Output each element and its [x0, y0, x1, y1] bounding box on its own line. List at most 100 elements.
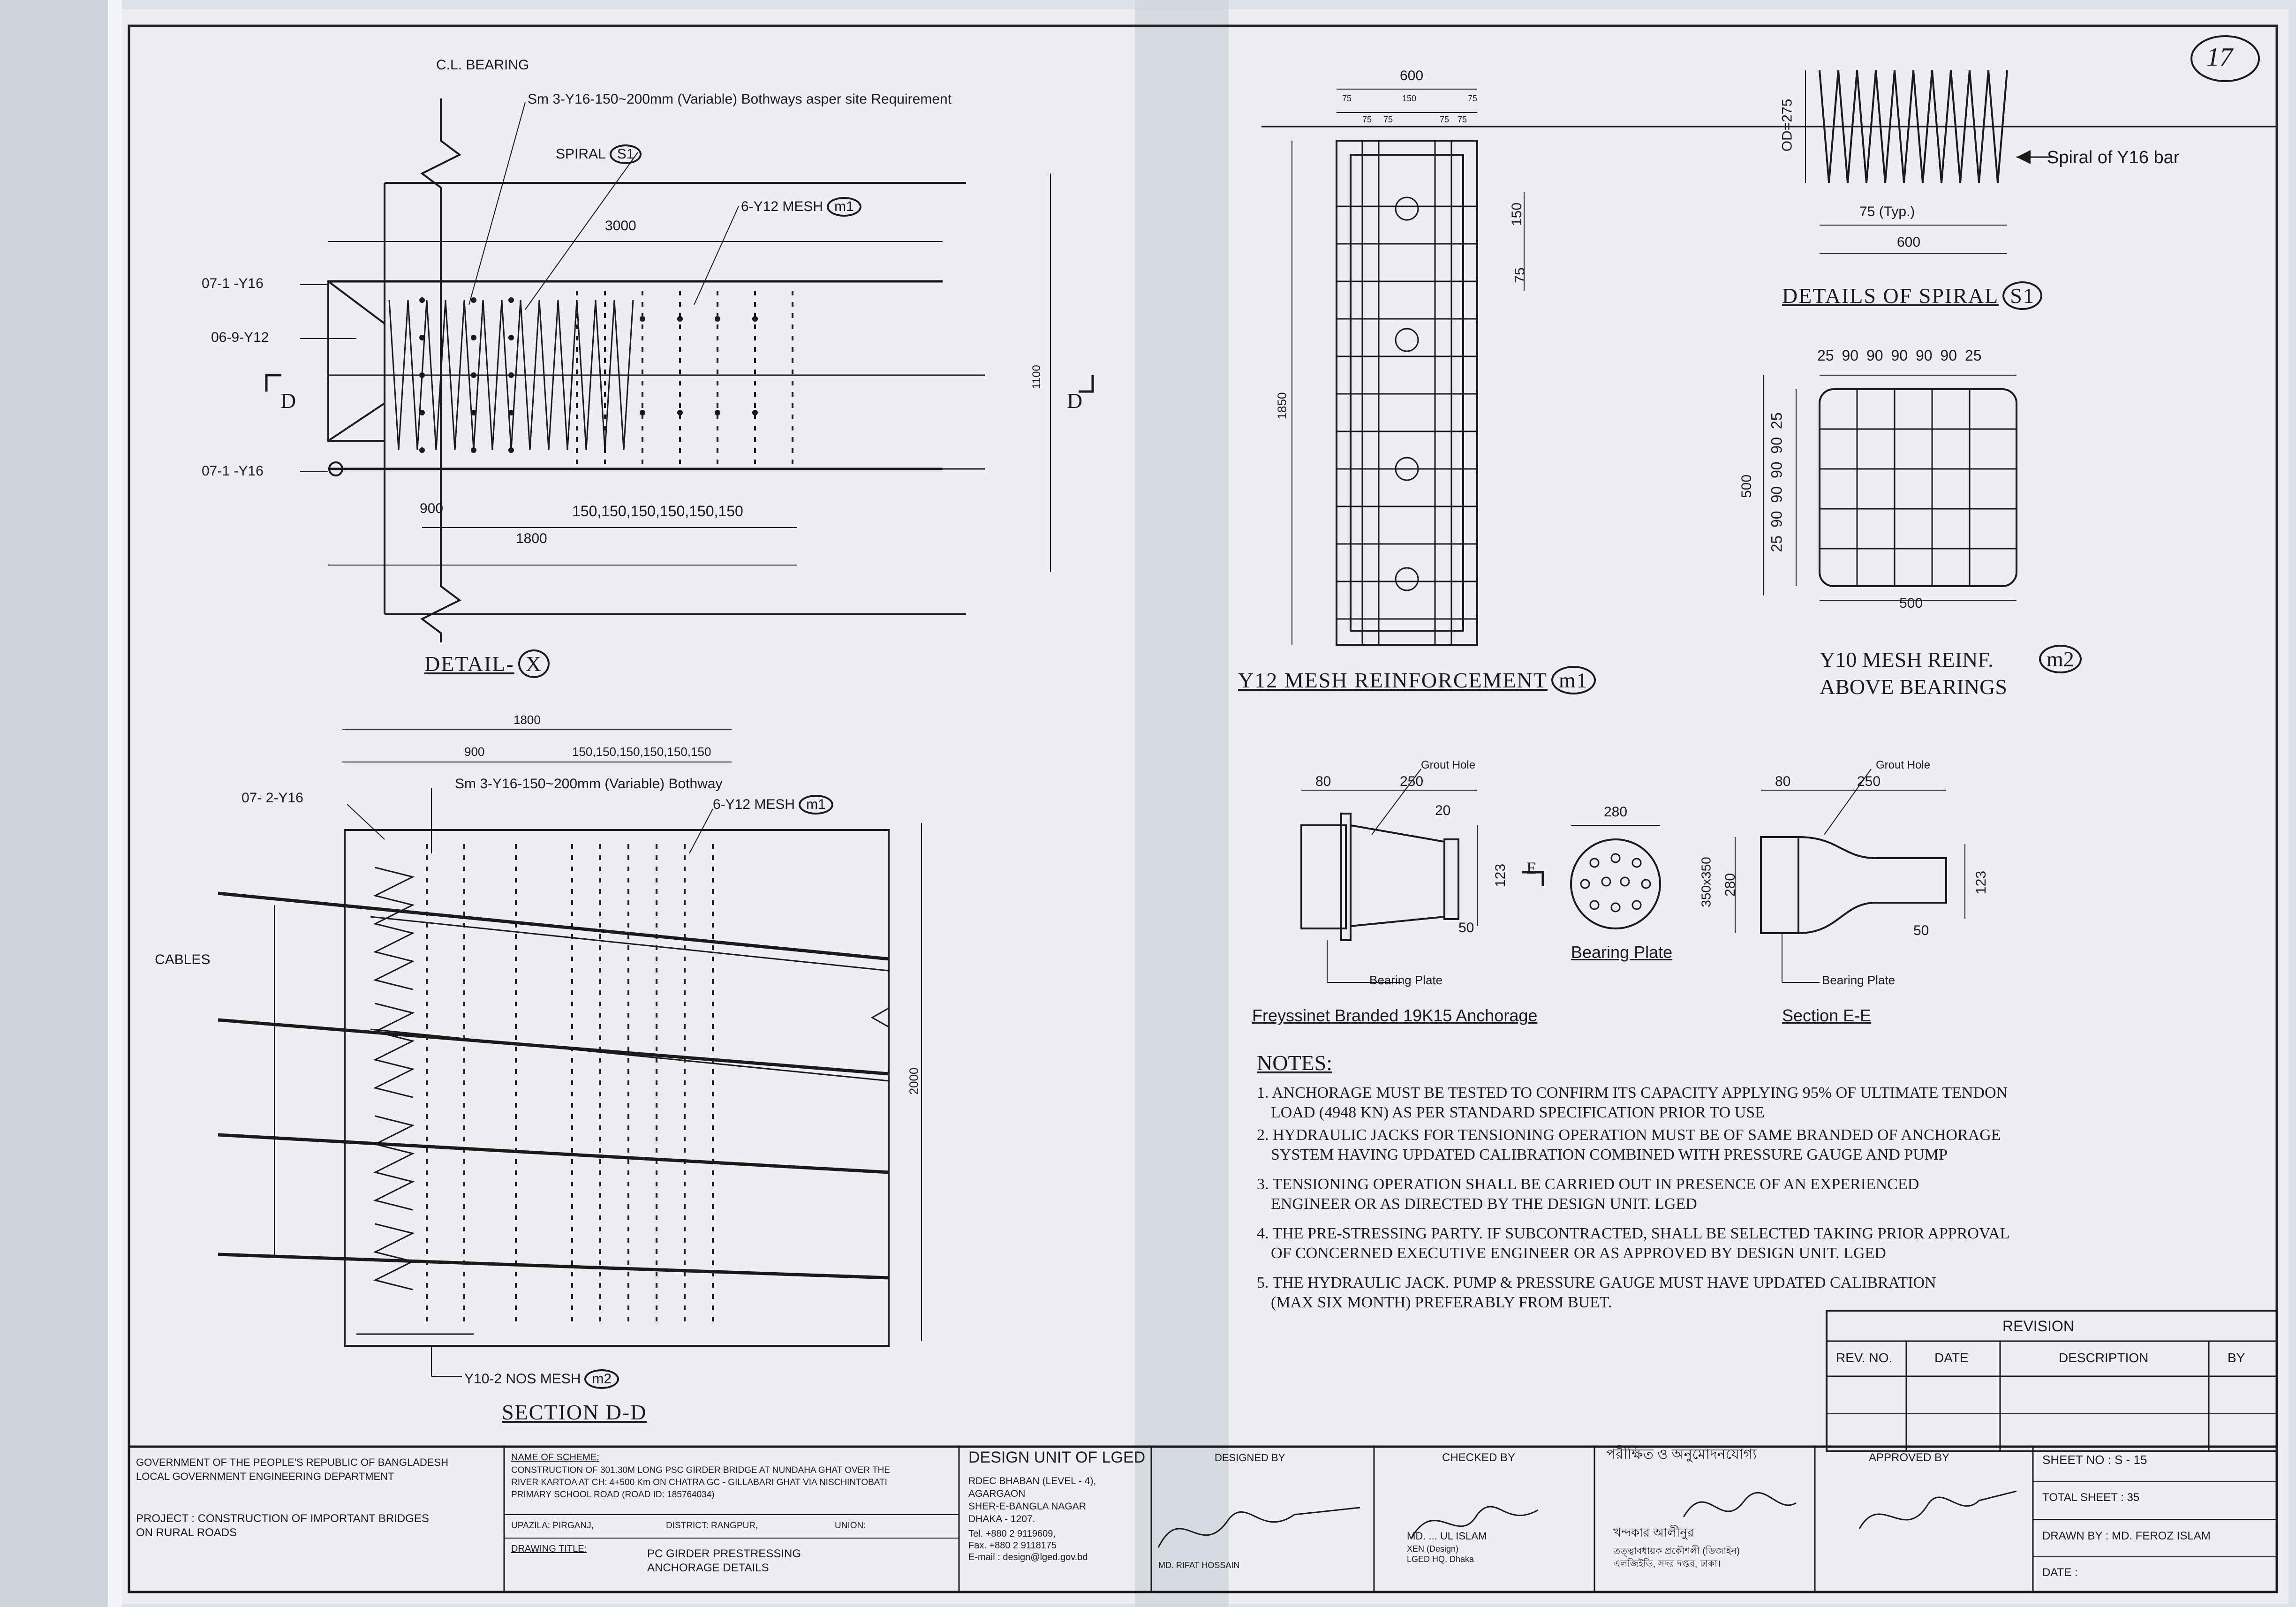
m1-dim-600: 600 [1400, 68, 1424, 83]
revision-title: REVISION [2002, 1318, 2074, 1335]
tb-checked-by: CHECKED BY [1442, 1451, 1516, 1464]
note-line-8: OF CONCERNED EXECUTIVE ENGINEER OR AS AP… [1271, 1245, 1886, 1262]
m1-dim-75d: 75 [1383, 115, 1393, 124]
label-mesh-text: 6-Y12 MESH [741, 199, 823, 214]
revision-col-by: BY [2228, 1350, 2245, 1365]
anchorage-bearing-plate-label: Bearing Plate [1369, 973, 1443, 987]
dd-dim-2000: 2000 [906, 1067, 921, 1095]
dd-label-y10-text: Y10-2 NOS MESH [464, 1371, 581, 1387]
m2-dim-top: 25 90 90 90 90 90 25 [1817, 347, 1982, 364]
section-ee-title: Section E-E [1782, 1006, 1872, 1025]
tb-checked-sub2: LGED HQ, Dhaka [1407, 1554, 1474, 1564]
tb-tel: Tel. +880 2 9119609, [968, 1529, 1056, 1539]
note-line-4: SYSTEM HAVING UPDATED CALIBRATION COMBIN… [1271, 1146, 1948, 1163]
dd-y10-tag: m2 [584, 1369, 619, 1389]
tb-designed-by: DESIGNED BY [1215, 1452, 1285, 1464]
ee-dim-250: 250 [1857, 774, 1881, 789]
ee-dim-123: 123 [1973, 870, 1989, 895]
tb-verified-name-bn: খন্দকার আলীনুর [1613, 1525, 1694, 1539]
spiral-tag: S1 [609, 144, 642, 164]
revision-col-rev: REV. NO. [1836, 1350, 1893, 1365]
revision-col-date: DATE [1934, 1350, 1969, 1365]
tb-union: UNION: [835, 1521, 866, 1531]
tb-drawing-title-line2: ANCHORAGE DETAILS [647, 1562, 769, 1574]
dd-dim-900: 900 [464, 745, 485, 759]
m1-dim-75c: 75 [1362, 115, 1372, 124]
m2-tag-circle: m2 [2039, 645, 2082, 673]
tb-project-line1: PROJECT : CONSTRUCTION OF IMPORTANT BRID… [136, 1512, 429, 1525]
dd-dim-150-series: 150,150,150,150,150,150 [572, 745, 711, 759]
dim-900: 900 [420, 501, 444, 516]
bar-07-top: 07-1 -Y16 [202, 276, 264, 291]
tb-email: E-mail : design@lged.gov.bd [968, 1552, 1088, 1562]
note-line-1: 1. ANCHORAGE MUST BE TESTED TO CONFIRM I… [1257, 1084, 2008, 1102]
tb-scheme-head: NAME OF SCHEME: [511, 1452, 599, 1463]
spiral-dim-75typ: 75 (Typ.) [1859, 204, 1915, 219]
tb-fax: Fax. +880 2 9118175 [968, 1540, 1057, 1551]
dd-label-y10: Y10-2 NOS MESH m2 [464, 1369, 619, 1389]
ee-dim-50: 50 [1913, 923, 1929, 938]
tb-verified-sub2-bn: এলজিইডি, সদর দপ্তর, ঢাকা। [1613, 1559, 1721, 1569]
anchorage-dim-20: 20 [1435, 803, 1451, 818]
detail-x-title: DETAIL- X [424, 649, 550, 678]
m1-dim-150: 150 [1402, 94, 1417, 103]
dd-label-mesh-text: 6-Y12 MESH [713, 797, 795, 812]
ee-dim-280: 280 [1722, 873, 1738, 897]
tb-upazila: UPAZILA: PIRGANJ, [511, 1521, 594, 1531]
section-mark-right: D [1067, 389, 1083, 413]
mesh-m1-title-text: Y12 MESH REINFORCEMENT [1238, 668, 1548, 692]
anchorage-section-mark: E [1526, 859, 1537, 877]
ee-grout-hole: Grout Hole [1876, 759, 1931, 771]
m2-title-line2: ABOVE BEARINGS [1820, 675, 2007, 699]
tb-address-line2: AGARGAON [968, 1488, 1026, 1499]
revision-col-desc: DESCRIPTION [2059, 1350, 2149, 1365]
tb-gov-line1: GOVERNMENT OF THE PEOPLE'S REPUBLIC OF B… [136, 1456, 448, 1468]
tb-drawn-by: DRAWN BY : MD. FEROZ ISLAM [2042, 1530, 2211, 1542]
dd-label-mesh: 6-Y12 MESH m1 [713, 795, 833, 815]
tb-address-line3: SHER-E-BANGLA NAGAR [968, 1501, 1086, 1512]
spiral-od: OD=275 [1779, 98, 1795, 152]
m2-title-line1: Y10 MESH REINF. [1820, 648, 1994, 671]
label-sm-bothways: Sm 3-Y16-150~200mm (Variable) Bothways a… [528, 91, 952, 107]
m1-dim-150v: 150 [1509, 202, 1525, 226]
note-line-6: ENGINEER OR AS DIRECTED BY THE DESIGN UN… [1271, 1195, 1697, 1213]
tb-scheme-line3: PRIMARY SCHOOL ROAD (ROAD ID: 185764034) [511, 1490, 715, 1500]
note-line-3: 2. HYDRAULIC JACKS FOR TENSIONING OPERAT… [1257, 1126, 2001, 1144]
tb-verified-sub1-bn: তত্ত্বাবধায়ক প্রকৌশলী (ডিজাইন) [1613, 1546, 1740, 1556]
dim-150-series: 150,150,150,150,150,150 [572, 503, 743, 520]
bar-06: 06-9-Y12 [211, 330, 269, 345]
tb-drawing-title-head: DRAWING TITLE: [511, 1544, 587, 1554]
label-spiral: SPIRAL S1 [556, 144, 642, 164]
tb-address-line1: RDEC BHABAN (LEVEL - 4), [968, 1476, 1096, 1486]
m2-tag: m2 [2035, 645, 2082, 673]
spiral-tag-s1: S1 [2002, 281, 2042, 310]
tb-date: DATE : [2042, 1566, 2078, 1579]
dd-label-sm: Sm 3-Y16-150~200mm (Variable) Bothway [455, 776, 723, 792]
tb-sheet-no: SHEET NO : S - 15 [2042, 1453, 2147, 1467]
tb-district: DISTRICT: RANGPUR, [666, 1521, 758, 1531]
m1-dim-75e: 75 [1440, 115, 1450, 124]
m1-dim-1850: 1850 [1275, 392, 1289, 420]
anchorage-dim-250: 250 [1400, 774, 1424, 789]
notes-title: NOTES: [1257, 1051, 1332, 1075]
bearing-plate-dim-280: 280 [1604, 804, 1628, 820]
tb-designed-name: MD. RIFAT HOSSAIN [1158, 1561, 1240, 1570]
tb-project-line2: ON RURAL ROADS [136, 1526, 237, 1539]
anchorage-title: Freyssinet Branded 19K15 Anchorage [1252, 1006, 1538, 1025]
bearing-plate-title: Bearing Plate [1571, 943, 1673, 962]
spiral-dim-600: 600 [1897, 234, 1921, 250]
tb-checked-sub1: XEN (Design) [1407, 1544, 1459, 1554]
detail-x-title-text: DETAIL- [424, 652, 514, 676]
dim-1800: 1800 [516, 531, 547, 546]
m1-dim-75f: 75 [1458, 115, 1467, 124]
m1-dim-75a: 75 [1342, 94, 1352, 103]
spiral-title-text: DETAILS OF SPIRAL [1782, 284, 1999, 308]
tb-approved-by: APPROVED BY [1869, 1451, 1950, 1464]
tb-scheme-line2: RIVER KARTOA AT CH: 4+500 Km ON CHATRA G… [511, 1478, 887, 1487]
spiral-title: DETAILS OF SPIRAL S1 [1782, 281, 2042, 310]
tb-design-unit: DESIGN UNIT OF LGED [968, 1449, 1146, 1466]
anchorage-dim-80: 80 [1315, 774, 1331, 789]
tb-verified-bn: পরীক্ষিত ও অনুমোদনযোগ্য [1606, 1447, 1757, 1462]
m2-dim-500v: 500 [1739, 474, 1755, 498]
